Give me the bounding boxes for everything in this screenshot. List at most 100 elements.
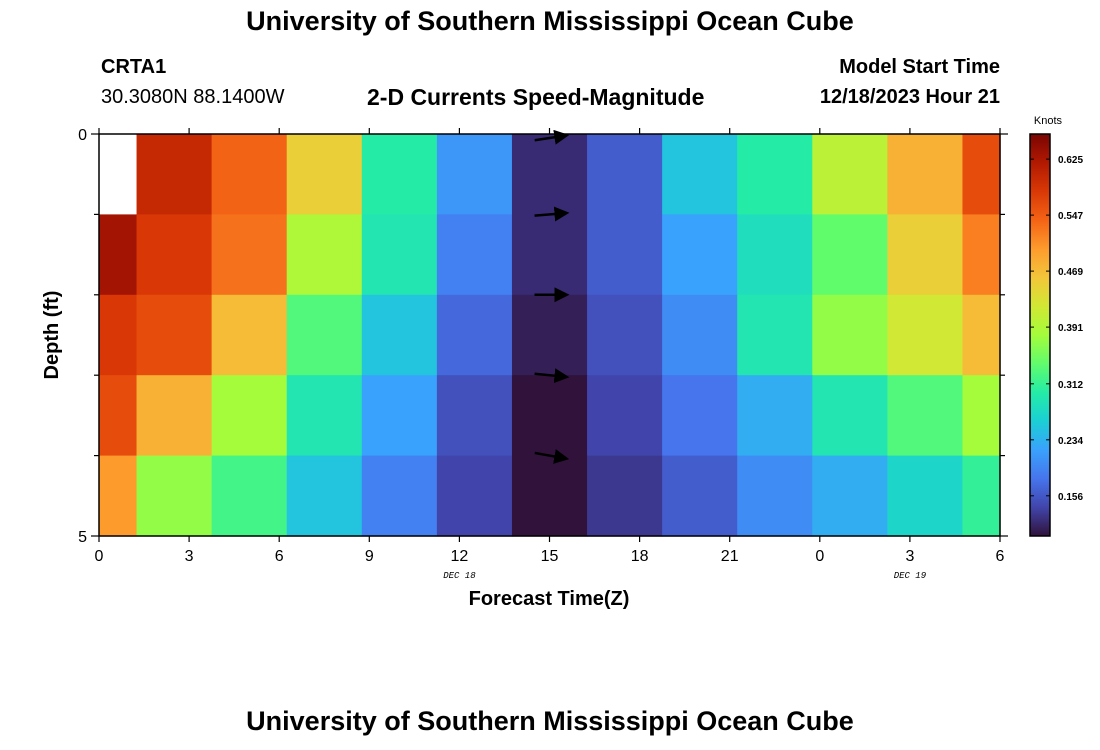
colorbar-tick-label: 0.469 (1058, 267, 1083, 278)
y-axis: 05 (78, 127, 1008, 546)
y-tick-label: 5 (78, 529, 87, 546)
heatmap-cell (211, 134, 288, 215)
heatmap-cell (99, 134, 138, 215)
station-id: CRTA1 (101, 56, 167, 78)
current-vector-arrow (534, 129, 570, 145)
x-axis-label: Forecast Time(Z) (469, 588, 630, 610)
heatmap-cell (662, 214, 738, 296)
heatmap-cell (436, 134, 513, 215)
heatmap-cell (361, 134, 438, 215)
chart-subtitle: 2-D Currents Speed-Magnitude (367, 84, 705, 110)
heatmap-cell (737, 134, 813, 215)
heatmap-cell (511, 455, 588, 537)
x-tick-label: 0 (95, 548, 104, 565)
heatmap-cell (887, 214, 964, 296)
heatmap-cell (737, 375, 813, 457)
heatmap-cell (136, 294, 213, 376)
colorbar-tick-label: 0.547 (1058, 211, 1083, 222)
x-tick-label: 21 (721, 548, 739, 565)
heatmap-cell (136, 375, 213, 457)
heatmap-cell (511, 134, 588, 215)
heatmap-cell (962, 294, 1001, 376)
heatmap-cell (361, 375, 438, 457)
heatmap-cell (812, 455, 888, 537)
heatmap-cell (887, 375, 964, 457)
colorbar-tick-label: 0.234 (1058, 436, 1083, 447)
heatmap-cell (511, 294, 588, 376)
heatmap-cell (286, 214, 363, 296)
heatmap-cell (587, 214, 663, 296)
x-tick-label: 12 (451, 548, 469, 565)
heatmap-cell (286, 455, 363, 537)
heatmap-cell (662, 375, 738, 457)
heatmap-cell (587, 134, 663, 215)
main-title: University of Southern Mississippi Ocean… (246, 6, 854, 36)
colorbar-tick-label: 0.625 (1058, 155, 1083, 166)
heatmap-cell (662, 455, 738, 537)
y-axis-label: Depth (ft) (41, 291, 63, 380)
heatmap-cell (99, 455, 138, 537)
colorbar-gradient (1029, 133, 1051, 537)
heatmap-cell (211, 375, 288, 457)
heatmap-cell (286, 294, 363, 376)
heatmap-cell (286, 134, 363, 215)
heatmap-cell (737, 214, 813, 296)
current-vector-arrow (534, 206, 570, 222)
heatmap-cell (361, 214, 438, 296)
heatmap-cell (511, 214, 588, 296)
x-tick-label: 9 (365, 548, 374, 565)
heatmap-cell (662, 294, 738, 376)
heatmap-cell (286, 375, 363, 457)
heatmap-cell (136, 214, 213, 296)
colorbar-tick-label: 0.312 (1058, 380, 1083, 391)
heatmap-cell (962, 214, 1001, 296)
heatmap-cell (812, 294, 888, 376)
heatmap-cell (737, 294, 813, 376)
current-vector-arrow (534, 368, 570, 384)
heatmap-cell (812, 134, 888, 215)
heatmap-cell (812, 375, 888, 457)
heatmap-cell (136, 455, 213, 537)
heatmap-cell (361, 455, 438, 537)
heatmap-cell (587, 294, 663, 376)
x-tick-label: 3 (905, 548, 914, 565)
heatmap-cell (99, 375, 138, 457)
x-tick-label: 15 (541, 548, 559, 565)
heatmap-cell (436, 214, 513, 296)
heatmap-cell (962, 455, 1001, 537)
x-tick-label: 6 (996, 548, 1005, 565)
heatmap-cell (887, 455, 964, 537)
station-coordinates: 30.3080N 88.1400W (101, 86, 285, 108)
heatmap-cell (587, 375, 663, 457)
x-tick-label: 18 (631, 548, 649, 565)
heatmap-cell (511, 375, 588, 457)
y-tick-label: 0 (78, 127, 87, 144)
model-start-value: 12/18/2023 Hour 21 (819, 86, 1000, 108)
colorbar-tick-label: 0.156 (1058, 492, 1083, 503)
colorbar: Knots 0.625 0.547 0.469 0.391 0.312 0.234 0.156 (1029, 115, 1083, 537)
heatmap-cell (136, 134, 213, 215)
current-vector-arrow (534, 449, 570, 464)
x-date-label: DEC 18 (443, 571, 476, 581)
heatmap-cell (737, 455, 813, 537)
x-tick-label: 0 (815, 548, 824, 565)
heatmap-cells (99, 134, 1001, 537)
colorbar-unit-label: Knots (1034, 115, 1063, 127)
heatmap-cell (99, 214, 138, 296)
heatmap-cell (99, 294, 138, 376)
heatmap-cell (662, 134, 738, 215)
heatmap-cell (962, 134, 1001, 215)
x-date-label: DEC 19 (894, 571, 927, 581)
heatmap-cell (211, 214, 288, 296)
heatmap-cell (812, 214, 888, 296)
footer-title: University of Southern Mississippi Ocean… (246, 706, 854, 736)
heatmap-cell (436, 294, 513, 376)
current-vectors (534, 129, 570, 464)
x-tick-label: 3 (185, 548, 194, 565)
heatmap-cell (887, 294, 964, 376)
heatmap-cell (211, 294, 288, 376)
x-axis: 0 3 6 9 12 15 18 21 0 3 6 DEC 18 DEC 19 (95, 128, 1005, 581)
model-start-label: Model Start Time (839, 56, 1000, 78)
heatmap-cell (436, 455, 513, 537)
